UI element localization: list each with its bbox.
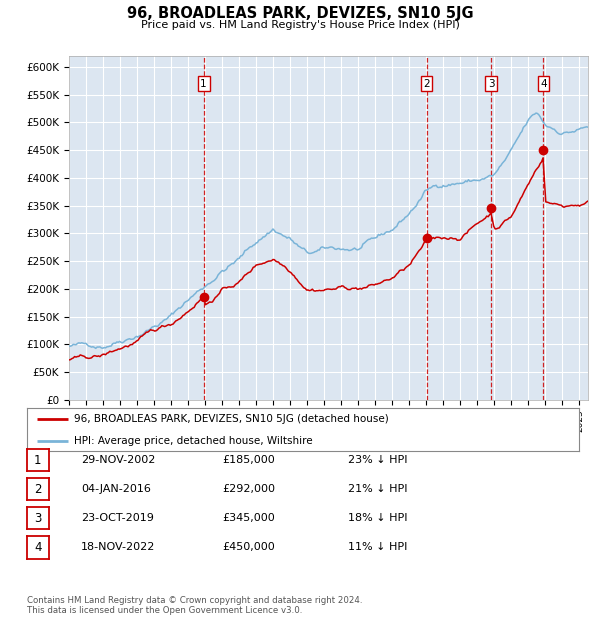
Text: 23% ↓ HPI: 23% ↓ HPI (348, 455, 407, 465)
Text: 4: 4 (540, 79, 547, 89)
Text: 11% ↓ HPI: 11% ↓ HPI (348, 542, 407, 552)
Text: £450,000: £450,000 (222, 542, 275, 552)
Text: 96, BROADLEAS PARK, DEVIZES, SN10 5JG: 96, BROADLEAS PARK, DEVIZES, SN10 5JG (127, 6, 473, 21)
Text: Contains HM Land Registry data © Crown copyright and database right 2024.
This d: Contains HM Land Registry data © Crown c… (27, 596, 362, 615)
Text: 4: 4 (34, 541, 41, 554)
Text: £185,000: £185,000 (222, 455, 275, 465)
Text: 2: 2 (34, 483, 41, 495)
Text: 1: 1 (200, 79, 207, 89)
Text: 23-OCT-2019: 23-OCT-2019 (81, 513, 154, 523)
Text: 18% ↓ HPI: 18% ↓ HPI (348, 513, 407, 523)
Text: HPI: Average price, detached house, Wiltshire: HPI: Average price, detached house, Wilt… (74, 435, 313, 446)
Text: £345,000: £345,000 (222, 513, 275, 523)
Text: 1: 1 (34, 454, 41, 466)
Text: 2: 2 (423, 79, 430, 89)
Text: 04-JAN-2016: 04-JAN-2016 (81, 484, 151, 494)
Text: 96, BROADLEAS PARK, DEVIZES, SN10 5JG (detached house): 96, BROADLEAS PARK, DEVIZES, SN10 5JG (d… (74, 414, 389, 424)
Text: 18-NOV-2022: 18-NOV-2022 (81, 542, 155, 552)
Text: £292,000: £292,000 (222, 484, 275, 494)
Text: 29-NOV-2002: 29-NOV-2002 (81, 455, 155, 465)
Text: 21% ↓ HPI: 21% ↓ HPI (348, 484, 407, 494)
Text: 3: 3 (488, 79, 494, 89)
Text: Price paid vs. HM Land Registry's House Price Index (HPI): Price paid vs. HM Land Registry's House … (140, 20, 460, 30)
Text: 3: 3 (34, 512, 41, 525)
